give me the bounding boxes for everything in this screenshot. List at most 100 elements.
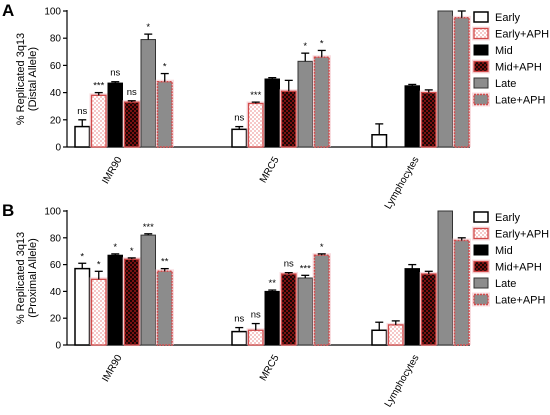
y-tick-label: 20 [50,115,62,126]
y-tick-label: 40 [50,287,62,298]
panel-letter: A [2,1,14,20]
legend-label: Late [495,78,516,90]
bar-late-lymphocytes [437,10,453,148]
bar-early-mrc5 [231,128,248,148]
bar-mid-aph-mrc5 [280,90,297,148]
bar-late-lymphocytes [437,210,453,346]
bar-early-lymphocytes [371,134,388,148]
bar-mid-aph-imr90 [123,258,140,346]
legend-swatch [473,277,489,289]
bar-late-aph-mrc5 [313,56,330,148]
bar-late-aph-lymphocytes [453,17,470,148]
significance-label: ns [234,113,244,124]
legend-swatch [473,211,489,223]
significance-label: ** [269,278,277,289]
legend-label: Mid [495,45,513,57]
category-label: IMR90 [100,353,124,384]
bar-late-imr90 [140,234,156,346]
bar-early-aph-imr90 [90,94,107,148]
legend-label: Early+APH [495,229,549,241]
category-label: MRC5 [258,353,282,383]
bar-late-imr90 [140,39,156,148]
bar-late-aph-imr90 [156,270,173,346]
category-label: MRC5 [258,155,282,185]
bar-mid-aph-lymphocytes [420,273,437,346]
significance-label: * [303,41,307,52]
bar-mid-aph-lymphocytes [420,91,437,148]
significance-label: ns [251,310,261,321]
significance-label: ns [77,106,87,117]
bar-mid-mrc5 [264,290,280,346]
legend-swatch [473,260,489,273]
panel-b: B% Replicated 3q13(Proximal Allele) 0 20 40… [2,201,549,409]
y-tick-label: 60 [50,260,62,271]
bar-early-imr90 [74,267,91,346]
significance-label: *** [300,263,311,274]
legend-label: Late+APH [495,95,546,107]
significance-label: ns [110,68,120,79]
significance-label: *** [93,81,104,92]
legend-label: Mid [495,245,513,257]
category-label: Lymphocytes [383,353,422,409]
bar-late-aph-mrc5 [313,254,330,346]
y-tick-label: 0 [55,143,61,154]
significance-label: *** [143,222,154,233]
category-label: Lymphocytes [383,155,422,211]
bar-early-aph-mrc5 [247,329,264,346]
significance-label: * [97,259,101,270]
y-axis-label: % Replicated 3q13(Distal Allele) [15,33,39,125]
significance-label: * [320,38,324,49]
bar-mid-imr90 [107,82,123,148]
legend-swatch [473,77,489,89]
significance-label: ns [127,87,137,98]
significance-label: * [320,242,324,253]
bar-mid-aph-mrc5 [280,273,297,346]
y-tick-label: 40 [50,88,62,99]
panel-a: A% Replicated 3q13(Distal Allele) 0 20 40 60… [2,1,549,211]
legend-label: Early [495,12,521,24]
y-tick-label: 0 [55,341,61,352]
bar-mid-mrc5 [264,78,280,148]
bar-late-aph-imr90 [156,80,173,148]
bar-early-mrc5 [231,330,248,346]
y-tick-label: 80 [50,34,62,45]
legend: Early Early+APH Mid Mid+APH Late Late+APH [472,11,549,107]
legend-swatch [473,244,489,256]
bar-mid-imr90 [107,254,123,346]
bar-early-aph-lymphocytes [387,324,404,346]
legend-swatch [473,27,489,40]
bar-late-mrc5 [297,277,313,346]
y-tick-label: 60 [50,61,62,72]
bar-late-aph-lymphocytes [453,239,470,346]
legend-swatch [473,93,489,106]
legend-swatch [473,44,489,56]
panel-letter: B [2,201,14,220]
legend: Early Early+APH Mid Mid+APH Late Late+APH [472,211,549,307]
legend-swatch [473,293,489,306]
bar-early-imr90 [74,125,91,148]
y-tick-label: 20 [50,314,62,325]
y-tick-label: 100 [44,207,61,218]
significance-label: ** [161,257,169,268]
y-tick-label: 80 [50,233,62,244]
legend-label: Late+APH [495,295,546,307]
legend-label: Mid+APH [495,262,542,274]
y-tick-label: 100 [44,7,61,18]
significance-label: * [80,251,84,262]
significance-label: * [130,246,134,257]
bar-mid-aph-imr90 [123,101,140,148]
significance-label: *** [250,90,261,101]
legend-label: Early+APH [495,29,549,41]
bar-early-lymphocytes [371,329,388,346]
category-label: IMR90 [100,155,124,186]
legend-label: Late [495,278,516,290]
bar-mid-lymphocytes [404,85,420,148]
bar-late-mrc5 [297,60,313,148]
significance-label: * [113,242,117,253]
significance-label: ns [234,314,244,325]
bar-early-aph-imr90 [90,278,107,346]
significance-label: * [163,62,167,73]
significance-label: ns [284,259,294,270]
legend-label: Early [495,212,521,224]
bar-mid-lymphocytes [404,268,420,346]
